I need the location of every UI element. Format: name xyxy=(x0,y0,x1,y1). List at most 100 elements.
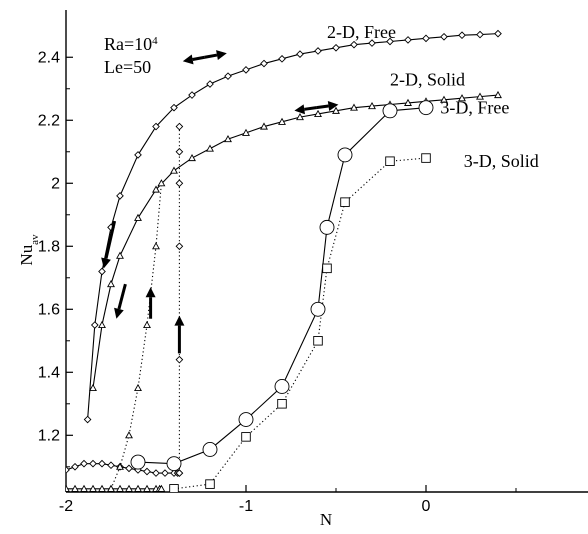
series-2-d-solid-point xyxy=(494,90,502,99)
series-2-d-solid-point xyxy=(143,484,151,492)
series-annotation-3: 3-D, Free xyxy=(440,98,509,118)
arrow-layer xyxy=(101,50,339,354)
series-2-d-solid-point xyxy=(125,484,133,492)
series-2-d-solid-point xyxy=(107,279,115,288)
y-tick-label: 1.2 xyxy=(38,427,60,444)
series-3-d-solid-point xyxy=(322,263,332,274)
series-3-d-solid-point xyxy=(205,479,215,489)
series-2-d-solid-point xyxy=(476,92,484,100)
series-2-d-solid-transition-line xyxy=(110,183,162,490)
series-2-d-solid-point xyxy=(404,98,412,106)
series-2-d-free-point xyxy=(71,462,79,471)
series-3-d-solid-point xyxy=(385,156,395,166)
series-2-d-free-point xyxy=(152,122,160,131)
series-2-d-free-point xyxy=(404,36,412,44)
series-2-d-free-point xyxy=(175,179,184,188)
series-2-d-solid-point xyxy=(278,117,286,125)
series-3-d-free-point xyxy=(166,456,182,472)
y-axis-label-main: Nu xyxy=(17,244,36,265)
x-tick-label: -1 xyxy=(239,498,253,515)
series-2-d-solid-point xyxy=(350,103,358,111)
series-3-d-solid-point xyxy=(169,484,179,492)
ra-param-text: Ra=10 xyxy=(104,34,152,54)
arrow-2d-solid-down-shaft xyxy=(117,283,127,310)
series-2-d-free-point xyxy=(175,242,184,251)
series-2-d-solid-point xyxy=(368,101,376,110)
series-2-d-solid-point xyxy=(314,109,322,117)
series-2-d-solid-point xyxy=(116,251,124,259)
series-3-d-solid-main-line xyxy=(173,157,427,490)
series-2-d-free-point xyxy=(90,321,99,329)
series-2-d-solid-point xyxy=(80,484,88,492)
series-2-d-solid-point xyxy=(71,484,79,492)
series-3-d-solid-point xyxy=(340,197,350,207)
series-2-d-solid-point xyxy=(332,106,340,114)
series-2-d-free-point xyxy=(134,151,142,159)
le-param-label: Le=50 xyxy=(104,57,151,77)
series-3-d-free-point xyxy=(337,147,353,163)
series-3-d-solid-point xyxy=(241,432,251,442)
series-2-d-solid-upper-line xyxy=(92,94,499,389)
series-annotation-1: 2-D, Free xyxy=(327,22,396,42)
series-2-d-solid-point xyxy=(66,484,70,492)
series-2-d-free-point xyxy=(89,459,97,468)
series-2-d-free-point xyxy=(175,469,184,477)
series-2-d-free-point xyxy=(476,30,484,39)
axes xyxy=(65,10,588,493)
marker-layer xyxy=(66,29,502,492)
series-2-d-free-point xyxy=(107,461,115,470)
series-2-d-free-point xyxy=(458,31,466,40)
series-2-d-free-point xyxy=(170,103,178,112)
series-2-d-free-point xyxy=(161,469,169,477)
series-2-d-solid-point xyxy=(440,95,448,103)
series-2-d-free-point xyxy=(350,40,358,49)
y-ticks: 1.2 1.4 1.6 1.8 2 2.2 2.4 xyxy=(38,49,73,468)
x-axis-label: N xyxy=(320,510,332,529)
series-3-d-free-point xyxy=(418,100,434,116)
series-2-d-solid-point xyxy=(206,144,214,152)
series-2-d-free-upper-line xyxy=(87,33,499,420)
series-2-d-free-point xyxy=(66,466,70,474)
series-2-d-free-point xyxy=(242,66,250,74)
series-2-d-solid-point xyxy=(89,484,97,492)
x-tick-label: -2 xyxy=(59,498,73,515)
series-2-d-solid-point xyxy=(134,213,142,221)
series-2-d-solid-point xyxy=(242,128,250,136)
x-tick-label: 0 xyxy=(422,498,431,515)
series-2-d-free-point xyxy=(440,32,448,41)
series-2-d-free-point xyxy=(175,122,184,131)
series-2-d-solid-point xyxy=(260,122,268,130)
series-2-d-solid-point xyxy=(296,112,304,121)
y-tick-label: 1.4 xyxy=(38,364,60,381)
series-3-d-free-point xyxy=(310,301,326,317)
series-2-d-free-point xyxy=(175,355,184,364)
series-2-d-solid-point xyxy=(107,484,115,492)
series-2-d-free-point xyxy=(314,47,322,55)
series-3-d-free-point xyxy=(202,442,218,457)
arrow-2d-free-bidirectional-right-head xyxy=(216,50,227,60)
arrow-2d-solid-bidirectional-left-shaft xyxy=(304,106,317,111)
series-annotation-4: 3-D, Solid xyxy=(464,151,539,171)
series-2-d-free-point xyxy=(80,459,88,468)
series-2-d-solid-point xyxy=(458,94,466,102)
series-2-d-solid-point xyxy=(98,320,106,329)
series-2-d-free-point xyxy=(422,34,430,43)
series-3-d-solid-point xyxy=(421,153,431,163)
series-2-d-free-point xyxy=(152,469,160,477)
series-2-d-solid-point xyxy=(152,185,160,193)
series-2-d-solid-point xyxy=(89,383,97,392)
series-2-d-solid-point xyxy=(116,462,124,470)
series-2-d-solid-point xyxy=(134,484,142,492)
x-ticks: -2 -1 0 xyxy=(59,485,517,515)
series-2-d-solid-point xyxy=(170,166,178,174)
y-tick-label: 2.4 xyxy=(38,49,60,66)
series-3-d-free-point xyxy=(274,379,290,394)
series-2-d-free-point xyxy=(278,54,286,63)
y-tick-label: 2.2 xyxy=(38,112,60,129)
series-annotation-2: 2-D, Solid xyxy=(390,69,465,89)
y-tick-label: 1.6 xyxy=(38,301,60,318)
series-2-d-free-point xyxy=(494,29,502,38)
arrow-2d-solid-up-head xyxy=(145,287,156,298)
